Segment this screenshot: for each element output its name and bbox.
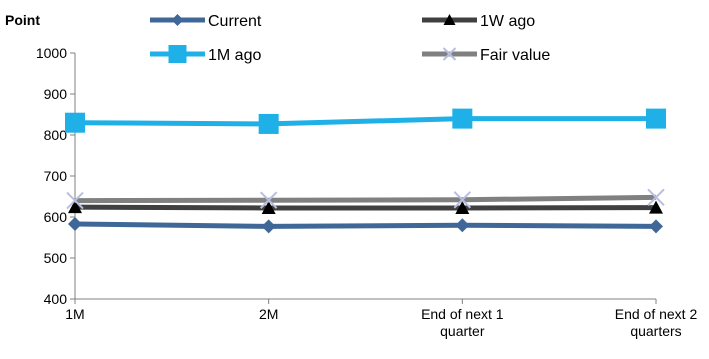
data-point [261, 200, 276, 214]
data-point [647, 188, 665, 207]
data-point [258, 113, 279, 134]
data-point [259, 191, 278, 209]
data-point [452, 108, 473, 129]
legend-item: Fair value [422, 47, 550, 64]
series-line [74, 204, 657, 211]
data-point [455, 200, 470, 214]
series-1w-ago [68, 200, 663, 214]
series-current [68, 216, 663, 234]
legend-marker [168, 45, 187, 63]
y-tick-label: 700 [44, 168, 68, 184]
series-layer [65, 108, 666, 234]
series-line [74, 194, 657, 204]
series-fair-value [66, 188, 665, 210]
y-tick-label: 500 [44, 250, 68, 266]
x-tick-label: End of next 1 quarter [421, 306, 504, 339]
legend-item: 1M ago [150, 45, 261, 64]
x-tick-label: End of next 2 quarters [615, 306, 698, 339]
legend-marker [171, 14, 184, 26]
legend-label: 1M ago [208, 47, 261, 64]
legend-label: Current [208, 13, 262, 30]
data-point [453, 191, 472, 209]
data-point [649, 200, 663, 214]
y-axis: 400 500 600 700 800 900 1000 [36, 45, 76, 307]
data-point [455, 218, 470, 233]
data-point [68, 216, 82, 231]
data-point [646, 108, 666, 129]
series-line [74, 221, 657, 229]
data-point [649, 219, 663, 234]
x-axis: 1M 2M End of next 1 quarter End of next 2 qua… [65, 298, 698, 339]
y-axis-title: Point [5, 12, 40, 28]
y-tick-label: 800 [44, 127, 68, 143]
series-line [74, 116, 656, 127]
legend-item: Current [150, 13, 262, 30]
series-1m-ago [65, 108, 666, 134]
y-tick-label: 400 [44, 291, 68, 307]
x-tick-label: 2M [259, 306, 278, 322]
y-tick-label: 600 [44, 209, 68, 225]
legend-item: 1W ago [422, 13, 535, 30]
data-point [66, 191, 84, 210]
legend-label: Fair value [480, 47, 550, 64]
legend-marker [443, 14, 456, 25]
data-point [261, 219, 276, 234]
y-tick-label: 900 [44, 86, 68, 102]
legend: Current 1W ago 1M ago Fair value [150, 13, 550, 64]
legend-marker [442, 47, 457, 61]
x-tick-label: 1M [65, 306, 84, 322]
legend-label: 1W ago [480, 13, 535, 30]
y-tick-label: 1000 [36, 45, 67, 61]
data-point [65, 112, 85, 133]
data-point [68, 200, 82, 214]
